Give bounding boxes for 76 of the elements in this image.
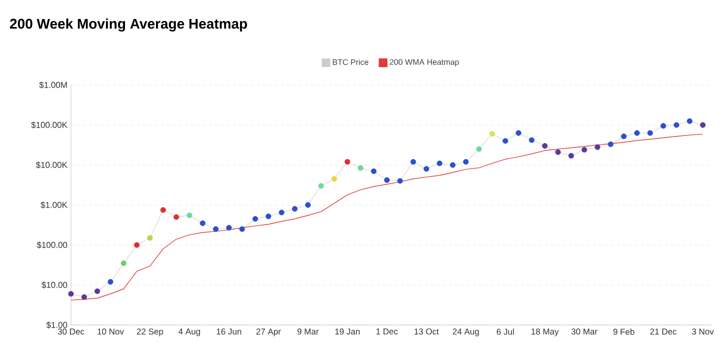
point (81, 294, 87, 300)
point (68, 291, 74, 297)
y-tick-label: $100.00K (31, 122, 68, 128)
x-tick-label: 30 Mar (571, 328, 598, 335)
point (397, 178, 403, 184)
point (120, 260, 126, 266)
x-tick-label: 13 Oct (414, 328, 439, 335)
point (147, 235, 153, 241)
point (700, 122, 706, 128)
point (358, 165, 364, 171)
point (424, 166, 430, 172)
x-tick-label: 21 Dec (650, 328, 677, 335)
point (160, 207, 166, 213)
point (174, 214, 180, 220)
point (292, 206, 298, 212)
point (686, 118, 692, 124)
point (516, 130, 522, 136)
x-tick-label: 4 Aug (178, 328, 200, 336)
point (239, 226, 245, 232)
point (502, 138, 508, 144)
point (186, 212, 192, 218)
x-tick-label: 3 Nov (692, 328, 714, 335)
point (660, 123, 666, 129)
point (410, 159, 416, 165)
point (450, 162, 456, 168)
point (108, 279, 114, 285)
point (252, 216, 258, 222)
x-tick-label: 18 May (532, 328, 559, 336)
point (608, 141, 614, 148)
point (674, 122, 680, 128)
point (384, 177, 390, 183)
point (94, 288, 100, 294)
point (582, 146, 588, 153)
x-tick-label: 9 Feb (613, 328, 634, 335)
legend-label: 200 WMA Heatmap (390, 59, 459, 66)
y-tick-label: $1.00K (40, 202, 68, 208)
point (266, 214, 272, 220)
point (331, 176, 338, 182)
x-tick-label: 24 Aug (452, 328, 479, 336)
x-tick-label: 1 Dec (376, 328, 398, 334)
point (555, 149, 561, 155)
point (278, 210, 284, 216)
y-tick-label: $10.00K (36, 162, 68, 168)
point (344, 159, 350, 165)
x-tick-label: 6 Jul (496, 328, 514, 335)
point (568, 152, 574, 159)
point (370, 168, 377, 174)
point (542, 143, 548, 149)
legend-label: BTC Price (332, 59, 368, 65)
point (305, 202, 311, 208)
x-tick-label: 22 Sep (136, 328, 164, 336)
point (621, 134, 627, 140)
chart-title: 200 Week Moving Average Heatmap (10, 18, 248, 32)
x-tick-label: 19 Jan (335, 328, 360, 335)
point (594, 144, 600, 150)
point (212, 226, 219, 232)
point (436, 160, 442, 166)
point (463, 159, 469, 165)
point (134, 242, 140, 248)
x-tick-label: 30 Dec (58, 328, 84, 335)
point (489, 131, 495, 137)
y-tick-label: $1.00M (39, 82, 67, 88)
point (647, 130, 653, 136)
x-tick-label: 16 Jun (216, 328, 242, 335)
y-tick-label: $100.00 (36, 242, 68, 248)
x-tick-label: 27 Apr (256, 328, 281, 336)
point (200, 220, 206, 226)
x-tick-label: 9 Mar (297, 328, 319, 335)
x-tick-label: 10 Nov (98, 328, 124, 335)
y-tick-label: $10.00 (42, 282, 68, 288)
point (318, 183, 324, 189)
point (226, 224, 232, 231)
point (634, 130, 640, 136)
y-tick-label: $1.00 (46, 322, 68, 328)
point (528, 137, 534, 143)
point (476, 146, 482, 152)
